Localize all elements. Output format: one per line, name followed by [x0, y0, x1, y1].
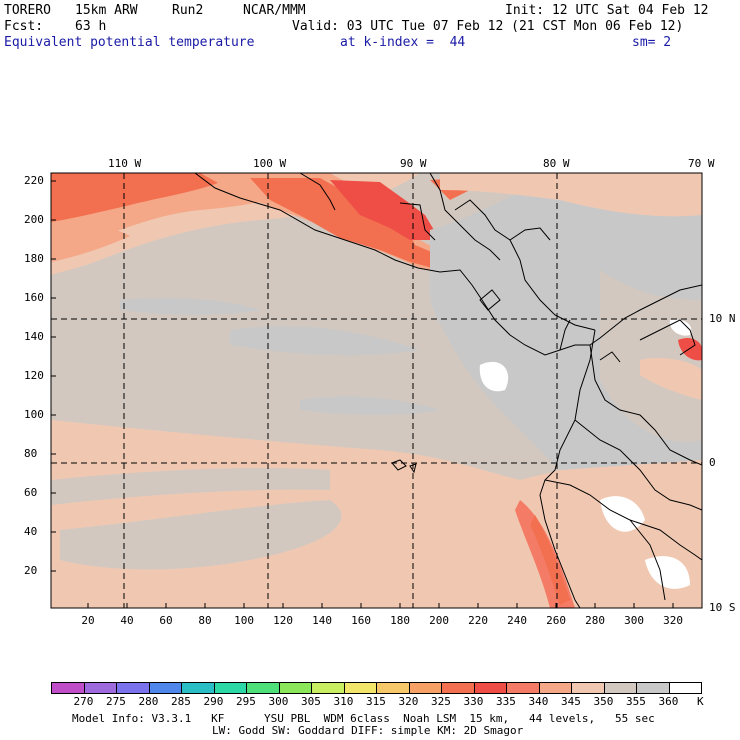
y-tick-label: 20: [24, 564, 38, 577]
y-tick-label: 220: [24, 174, 44, 187]
x-tick-label: 20: [81, 614, 95, 627]
colorbar-label: 270: [73, 695, 94, 708]
colorbar-swatch: [376, 682, 410, 694]
init-time: Init: 12 UTC Sat 04 Feb 12: [505, 3, 709, 18]
y-tick-label: 160: [24, 291, 44, 304]
colorbar-swatch: [116, 682, 150, 694]
x-tick-label: 320: [663, 614, 683, 627]
colorbar-label: 280: [138, 695, 159, 708]
colorbar-label: 355: [626, 695, 646, 708]
y-tick-label: 120: [24, 369, 44, 382]
lon-label-110w: 110 W: [108, 157, 142, 170]
colorbar-swatch: [51, 682, 85, 694]
model-name: TORERO: [4, 3, 51, 18]
x-tick-label: 300: [624, 614, 644, 627]
lat-lon-grid: [51, 173, 702, 608]
run-label: Run2: [172, 3, 204, 18]
colorbar-label: 315: [366, 695, 386, 708]
colorbar-swatch: [506, 682, 540, 694]
organization: NCAR/MMM: [243, 3, 306, 18]
colorbar-swatch: [441, 682, 475, 694]
colorbar-label: 345: [561, 695, 581, 708]
forecast-hour: 63 h: [75, 19, 107, 34]
y-tick-label: 60: [24, 486, 38, 499]
physics-info: LW: Godd SW: Goddard DIFF: simple KM: 2D…: [212, 724, 524, 737]
level-index: at k-index = 44: [340, 35, 466, 50]
valid-time: Valid: 03 UTC Tue 07 Feb 12 (21 CST Mon …: [292, 19, 684, 34]
x-tick-label: 80: [198, 614, 212, 627]
colorbar-swatch: [668, 682, 702, 694]
colorbar-label: 275: [106, 695, 126, 708]
colorbar-swatch: [571, 682, 605, 694]
axis-ticks: [51, 180, 674, 608]
colorbar-swatch: [148, 682, 182, 694]
colorbar-swatch: [603, 682, 637, 694]
y-tick-label: 100: [24, 408, 44, 421]
lat-label-10s: 10 S: [709, 601, 736, 614]
x-tick-label: 180: [390, 614, 410, 627]
x-tick-label: 40: [120, 614, 134, 627]
x-tick-label: 160: [351, 614, 371, 627]
colorbar-swatch: [213, 682, 247, 694]
lon-label-70w: 70 W: [688, 157, 715, 170]
colorbar-swatch: [636, 682, 670, 694]
colorbar-swatch: [311, 682, 345, 694]
colorbar-label: 295: [236, 695, 256, 708]
model-resolution: 15km ARW: [75, 3, 138, 18]
lon-label-90w: 90 W: [400, 157, 427, 170]
x-tick-label: 220: [468, 614, 488, 627]
colorbar-label: 335: [496, 695, 516, 708]
colorbar-label: 350: [593, 695, 614, 708]
colorbar-label: 325: [431, 695, 451, 708]
x-tick-label: 60: [159, 614, 173, 627]
x-tick-label: 260: [546, 614, 566, 627]
x-tick-label: 140: [312, 614, 332, 627]
colorbar-label: 285: [171, 695, 191, 708]
field-name: Equivalent potential temperature: [4, 35, 255, 50]
colorbar-label: 290: [203, 695, 224, 708]
x-tick-label: 280: [585, 614, 605, 627]
forecast-label: Fcst:: [4, 19, 44, 34]
y-tick-label: 40: [24, 525, 38, 538]
colorbar-label: 305: [301, 695, 321, 708]
y-tick-label: 140: [24, 330, 44, 343]
lon-label-100w: 100 W: [253, 157, 287, 170]
y-tick-label: 180: [24, 252, 44, 265]
colorbar-label: 320: [398, 695, 419, 708]
x-tick-label: 100: [234, 614, 254, 627]
lat-label-10n: 10 N: [709, 312, 736, 325]
colorbar-label: 340: [528, 695, 549, 708]
colorbar-swatch: [473, 682, 507, 694]
colorbar-unit: K: [697, 695, 704, 708]
coastlines: [194, 173, 702, 608]
colorbar-label: 310: [333, 695, 354, 708]
colorbar-swatch: [538, 682, 572, 694]
colorbar-swatch: [343, 682, 377, 694]
x-tick-label: 120: [273, 614, 293, 627]
smoothing: sm= 2: [632, 35, 672, 50]
y-tick-label: 80: [24, 447, 38, 460]
colorbar-swatch: [408, 682, 442, 694]
colorbar-label: 360: [658, 695, 679, 708]
colorbar-swatch: [181, 682, 215, 694]
colorbar-swatch: [278, 682, 312, 694]
shaded-field: [51, 173, 702, 608]
model-info: Model Info: V3.3.1 KF YSU PBL WDM 6class…: [72, 712, 655, 725]
x-tick-label: 200: [429, 614, 449, 627]
plot-frame: [50, 172, 703, 609]
lat-label-0: 0: [709, 456, 716, 469]
lon-label-80w: 80 W: [543, 157, 570, 170]
colorbar-swatch: [83, 682, 117, 694]
y-tick-label: 200: [24, 213, 44, 226]
x-tick-label: 240: [507, 614, 527, 627]
colorbar-label: 330: [463, 695, 484, 708]
colorbar-swatch: [246, 682, 280, 694]
colorbar-label: 300: [268, 695, 289, 708]
